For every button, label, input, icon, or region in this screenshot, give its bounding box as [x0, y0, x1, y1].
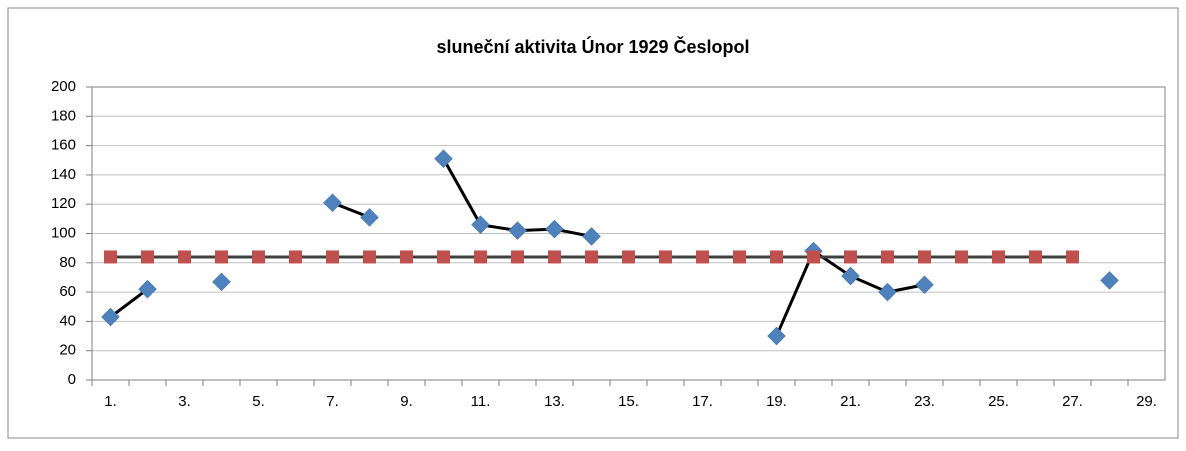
- y-tick-label: 120: [51, 195, 76, 212]
- marker: [508, 221, 527, 240]
- x-tick-label: 7.: [326, 393, 339, 410]
- marker: [1029, 250, 1042, 264]
- chart-border: [7, 7, 1179, 439]
- marker: [807, 250, 820, 264]
- x-tick-label: 29.: [1136, 393, 1157, 410]
- x-tick-label: 11.: [471, 393, 491, 410]
- marker: [585, 250, 598, 264]
- x-tick-label: 13.: [544, 393, 565, 410]
- y-tick-label: 20: [59, 342, 76, 359]
- marker: [474, 250, 487, 264]
- chart-title: sluneční aktivita Únor 1929 Česlopol: [436, 36, 749, 57]
- x-tick-label: 21.: [840, 393, 861, 410]
- marker: [878, 282, 897, 302]
- x-tick-label: 19.: [766, 393, 787, 410]
- marker: [881, 250, 894, 264]
- x-tick-label: 23.: [914, 393, 935, 410]
- marker: [138, 279, 157, 299]
- marker: [289, 250, 302, 264]
- marker: [101, 307, 120, 327]
- x-tick-label: 15.: [618, 393, 639, 410]
- marker: [1100, 271, 1119, 290]
- marker: [992, 250, 1005, 264]
- marker: [770, 250, 783, 264]
- marker: [696, 250, 709, 264]
- marker: [437, 250, 450, 264]
- y-tick-label: 0: [68, 371, 76, 388]
- marker: [104, 250, 117, 264]
- y-tick-label: 60: [59, 283, 76, 300]
- x-tick-label: 5.: [252, 393, 265, 410]
- marker: [178, 250, 191, 264]
- marker: [141, 250, 154, 264]
- marker: [363, 250, 376, 264]
- y-tick-label: 140: [51, 166, 76, 183]
- x-tick-label: 1.: [104, 393, 117, 410]
- x-tick-label: 3.: [178, 393, 191, 410]
- marker: [767, 326, 786, 346]
- marker: [360, 208, 379, 227]
- marker: [955, 250, 968, 264]
- x-tick-label: 17.: [692, 393, 713, 410]
- marker: [400, 250, 413, 264]
- x-tick-label: 25.: [988, 393, 1009, 410]
- marker: [511, 250, 524, 264]
- y-tick-label: 40: [59, 312, 76, 329]
- marker: [212, 272, 231, 292]
- marker: [733, 250, 746, 264]
- marker: [915, 275, 934, 295]
- marker: [622, 250, 635, 264]
- marker: [252, 250, 265, 264]
- marker: [582, 227, 601, 246]
- marker: [215, 250, 228, 264]
- marker: [471, 215, 490, 235]
- y-tick-label: 180: [51, 107, 76, 124]
- x-tick-label: 9.: [400, 393, 413, 410]
- y-tick-label: 80: [59, 254, 76, 271]
- marker: [434, 149, 453, 169]
- marker: [918, 250, 931, 264]
- y-tick-label: 160: [51, 137, 76, 154]
- y-tick-label: 200: [51, 78, 76, 95]
- marker: [1066, 250, 1079, 264]
- y-tick-label: 100: [51, 224, 76, 241]
- plot-border: [91, 86, 1166, 381]
- marker: [659, 250, 672, 264]
- marker: [548, 250, 561, 264]
- marker: [326, 250, 339, 264]
- marker: [323, 193, 342, 213]
- series-line: [109, 287, 149, 319]
- x-tick-label: 27.: [1062, 393, 1083, 410]
- marker: [841, 266, 860, 286]
- marker: [545, 219, 564, 239]
- marker: [844, 250, 857, 264]
